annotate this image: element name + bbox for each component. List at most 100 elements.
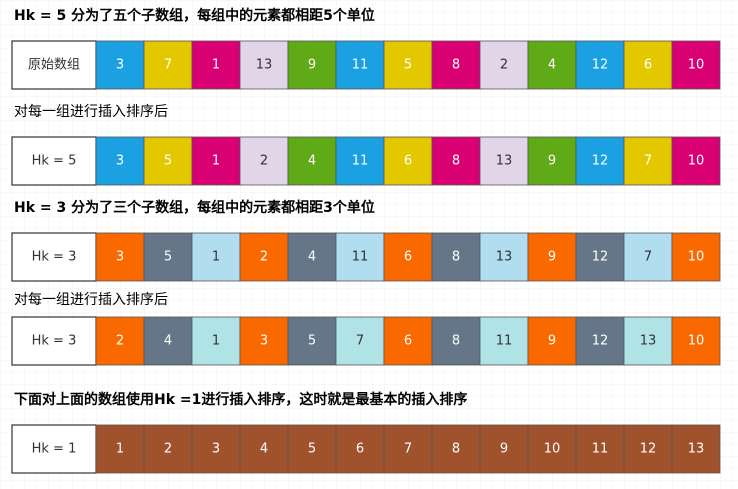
- cell-value: 12: [640, 442, 657, 457]
- cell-value: 12: [592, 154, 609, 169]
- array-cell: [335, 136, 385, 186]
- cell-value: 11: [352, 250, 369, 265]
- cell-value: 13: [640, 334, 657, 349]
- cell-value: 1: [212, 250, 220, 265]
- cell-value: 3: [260, 334, 268, 349]
- array-cell: [431, 232, 481, 282]
- cell-value: 10: [688, 154, 705, 169]
- array-cell: [671, 232, 721, 282]
- array-cell: [527, 232, 577, 282]
- array-cell: [479, 316, 529, 366]
- array-cell: [335, 232, 385, 282]
- cell-value: 9: [548, 334, 556, 349]
- cell-value: 12: [592, 250, 609, 265]
- row-label-box: [11, 316, 97, 366]
- caption: Hk = 5 分为了五个子数组，每组中的元素都相距5个单位: [14, 7, 375, 24]
- cell-value: 10: [544, 442, 561, 457]
- caption: 下面对上面的数组使用Hk =1进行插入排序，这时就是最基本的插入排序: [14, 391, 467, 408]
- array-cell: [479, 232, 529, 282]
- array-cell: [575, 136, 625, 186]
- cell-value: 5: [308, 334, 316, 349]
- cell-value: 9: [500, 442, 508, 457]
- cell-value: 2: [116, 334, 124, 349]
- cell-value: 3: [116, 250, 124, 265]
- cell-value: 10: [688, 58, 705, 73]
- cell-value: 11: [352, 58, 369, 73]
- row-label: 原始数组: [28, 58, 80, 73]
- array-cell: [335, 424, 385, 474]
- cell-value: 2: [260, 154, 268, 169]
- array-cell: [431, 424, 481, 474]
- cell-value: 2: [500, 58, 508, 73]
- cell-value: 8: [452, 154, 460, 169]
- cell-value: 9: [548, 154, 556, 169]
- cell-value: 4: [308, 250, 316, 265]
- array-cell: [431, 136, 481, 186]
- caption: 对每一组进行插入排序后: [14, 292, 168, 308]
- array-cell: [383, 316, 433, 366]
- cell-value: 1: [116, 442, 124, 457]
- array-cell: [239, 424, 289, 474]
- array-cell: [671, 424, 721, 474]
- array-cell: [143, 424, 193, 474]
- cell-value: 11: [592, 442, 609, 457]
- array-cell: [191, 136, 241, 186]
- array-cell: [527, 316, 577, 366]
- cell-value: 8: [452, 58, 460, 73]
- array-cell: [623, 232, 673, 282]
- cell-value: 8: [452, 442, 460, 457]
- row-label-box: [11, 424, 97, 474]
- cell-value: 4: [308, 154, 316, 169]
- row-label-box: [11, 232, 97, 282]
- cell-value: 8: [452, 250, 460, 265]
- array-cell: [287, 316, 337, 366]
- array-cell: [95, 316, 145, 366]
- array-cell: [623, 424, 673, 474]
- array-cell: [527, 424, 577, 474]
- cell-value: 6: [356, 442, 364, 457]
- cell-value: 5: [164, 250, 172, 265]
- cell-value: 1: [212, 154, 220, 169]
- cell-value: 7: [164, 58, 172, 73]
- cell-value: 7: [644, 250, 652, 265]
- array-cell: [431, 40, 481, 90]
- cell-value: 5: [404, 58, 412, 73]
- cell-value: 6: [404, 154, 412, 169]
- cell-value: 7: [356, 334, 364, 349]
- array-cell: [479, 424, 529, 474]
- cell-value: 11: [352, 154, 369, 169]
- array-cell: [143, 232, 193, 282]
- array-cell: [431, 316, 481, 366]
- array-cell: [575, 40, 625, 90]
- row-label: Hk = 5: [32, 154, 77, 169]
- array-cell: [95, 40, 145, 90]
- cell-value: 8: [452, 334, 460, 349]
- cell-value: 4: [260, 442, 268, 457]
- cell-value: 6: [644, 58, 652, 73]
- array-cell: [95, 232, 145, 282]
- array-cell: [383, 136, 433, 186]
- array-cell: [527, 40, 577, 90]
- cell-value: 13: [496, 154, 513, 169]
- cell-value: 10: [688, 250, 705, 265]
- cell-value: 13: [496, 250, 513, 265]
- cell-value: 6: [404, 250, 412, 265]
- caption: 对每一组进行插入排序后: [14, 104, 168, 120]
- cell-value: 12: [592, 334, 609, 349]
- array-cell: [575, 424, 625, 474]
- cell-value: 3: [116, 154, 124, 169]
- cell-value: 1: [212, 334, 220, 349]
- cell-value: 7: [644, 154, 652, 169]
- array-cell: [623, 40, 673, 90]
- row-label: Hk = 3: [32, 334, 77, 349]
- cell-value: 10: [688, 334, 705, 349]
- array-cell: [95, 424, 145, 474]
- row-label: Hk = 3: [32, 250, 77, 265]
- array-cell: [671, 40, 721, 90]
- cell-value: 9: [308, 58, 316, 73]
- array-cell: [479, 136, 529, 186]
- caption: Hk = 3 分为了三个子数组，每组中的元素都相距3个单位: [14, 199, 375, 216]
- cell-value: 1: [212, 58, 220, 73]
- array-cell: [191, 424, 241, 474]
